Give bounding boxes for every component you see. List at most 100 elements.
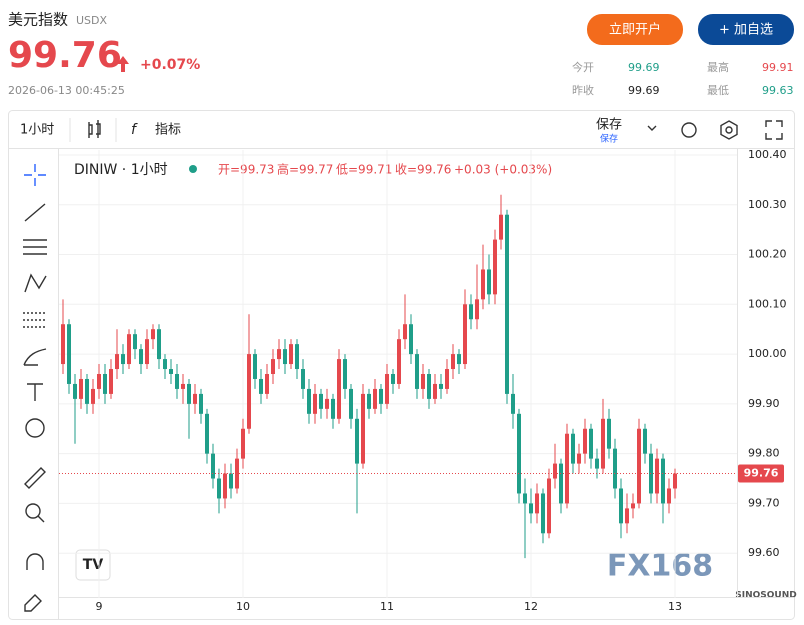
candle-body: [241, 428, 245, 459]
candle-body: [451, 354, 455, 370]
candle-body: [91, 388, 95, 404]
y-tick-label: 99.80: [748, 447, 780, 460]
candle-body: [337, 359, 341, 419]
candle-body: [271, 359, 275, 374]
candle-body: [523, 493, 527, 504]
crosshair-tool[interactable]: [24, 164, 46, 186]
price: 99.76: [8, 35, 122, 76]
candle-body: [139, 349, 143, 365]
candle-icon[interactable]: [88, 120, 101, 138]
candle-body: [97, 374, 101, 389]
indicators[interactable]: 指标: [155, 123, 181, 138]
candle-body: [577, 453, 581, 464]
candle-body: [613, 448, 617, 489]
candle-body: [445, 369, 449, 389]
candle-body: [439, 383, 443, 389]
candle-body: [361, 393, 365, 464]
emoji-tool[interactable]: [25, 418, 45, 438]
candle-body: [397, 339, 401, 384]
candle-body: [211, 453, 215, 479]
save-sub: 保存: [600, 133, 618, 145]
stat-value: 99.91: [762, 61, 794, 74]
chart-frame: [8, 110, 795, 620]
candle-body: [367, 393, 371, 409]
candle-body: [319, 393, 323, 409]
x-tick-label: 10: [236, 600, 250, 613]
status-dot: [189, 165, 197, 173]
candle-body: [373, 388, 377, 409]
timestamp: 2026-06-13 00:45:25: [8, 84, 125, 97]
candle-body: [535, 493, 539, 514]
candle-body: [601, 418, 605, 469]
legend-low: 低=99.71: [336, 163, 392, 177]
open-account-button[interactable]: [587, 14, 683, 45]
add-watch-label[interactable]: + 加自选: [719, 23, 773, 38]
fullscreen-icon[interactable]: [765, 120, 783, 140]
candle-body: [259, 378, 263, 394]
candle-body: [277, 349, 281, 360]
candle-body: [121, 354, 125, 365]
fx-icon[interactable]: f: [131, 122, 138, 138]
candle-body: [517, 413, 521, 494]
candle-body: [589, 428, 593, 459]
open-account-label[interactable]: 立即开户: [609, 22, 661, 38]
candle-body: [67, 324, 71, 384]
candle-body: [475, 299, 479, 320]
save[interactable]: 保存: [596, 118, 622, 133]
candle-body: [499, 214, 503, 240]
tv-logo: [75, 549, 111, 581]
candle-body: [625, 508, 629, 524]
add-watch-button[interactable]: [698, 14, 794, 45]
candle-body: [643, 428, 647, 454]
candle-body: [661, 458, 665, 504]
channel-tool[interactable]: [23, 239, 47, 255]
ruler-tool[interactable]: [24, 467, 46, 489]
lock-draw-tool[interactable]: [24, 594, 42, 612]
x-tick-label: 9: [96, 600, 103, 613]
x-tick-label: 11: [380, 600, 394, 613]
dropdown-icon[interactable]: [647, 125, 657, 131]
candle-body: [145, 339, 149, 365]
candle-body: [607, 418, 611, 449]
candle-body: [487, 269, 491, 295]
candle-body: [331, 398, 335, 419]
watermark: FX168: [607, 549, 713, 584]
candle-body: [469, 304, 473, 320]
text-tool[interactable]: [27, 383, 43, 401]
candle-body: [529, 503, 533, 514]
stat-value: 99.69: [628, 84, 660, 97]
magnet-tool[interactable]: [26, 553, 44, 570]
last-price-label: 99.76: [744, 467, 779, 480]
interval[interactable]: 1小时: [20, 123, 54, 138]
fib-tool[interactable]: [23, 312, 47, 328]
candle-body: [217, 478, 221, 499]
candle-body: [187, 383, 191, 404]
stat-value: 99.69: [628, 61, 660, 74]
candle-body: [421, 374, 425, 389]
pattern-tool[interactable]: [24, 273, 47, 293]
candle-body: [379, 388, 383, 404]
candle-body: [199, 393, 203, 414]
candle-body: [637, 428, 641, 504]
tv-logo-text: TV: [83, 557, 104, 573]
candle-body: [673, 473, 677, 489]
zoom-tool[interactable]: [25, 503, 41, 519]
up-arrow: [117, 56, 129, 72]
x-tick-label: 12: [524, 600, 538, 613]
settings-icon[interactable]: [720, 120, 738, 140]
brush-tool[interactable]: [23, 348, 47, 366]
candle-body: [457, 354, 461, 365]
candle-body: [205, 413, 209, 454]
line-tool[interactable]: [24, 203, 46, 222]
candle-body: [415, 354, 419, 389]
y-tick-label: 100.00: [748, 347, 787, 360]
candle-body: [127, 334, 131, 365]
candle-body: [133, 334, 137, 350]
y-tick-label: 100.40: [748, 148, 787, 161]
candle-body: [151, 329, 155, 340]
candle-body: [655, 458, 659, 494]
stat-label: 最低: [707, 84, 729, 97]
candle-body: [169, 369, 173, 374]
snapshot-icon[interactable]: [681, 122, 697, 138]
candle-body: [157, 329, 161, 360]
